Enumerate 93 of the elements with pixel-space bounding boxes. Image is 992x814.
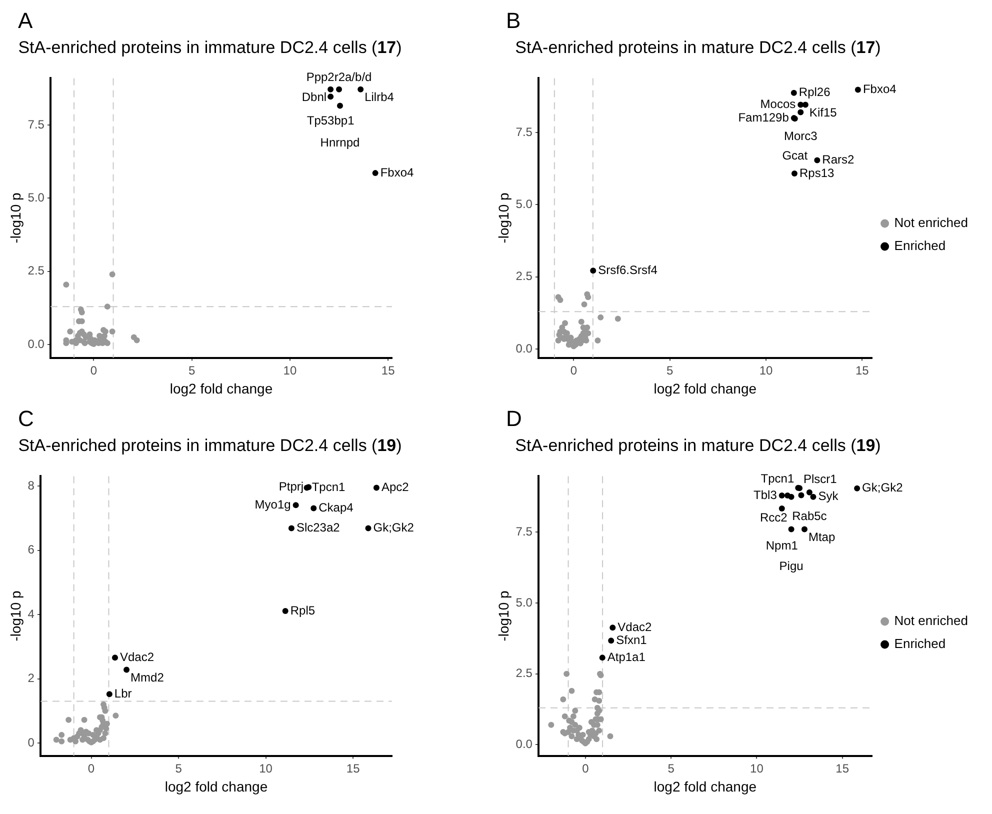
text: A	[18, 8, 33, 33]
y-tick-label: 5.0	[516, 595, 533, 610]
x-axis-title: log2 fold change	[654, 380, 757, 396]
annotation: Slc23a2	[296, 520, 340, 535]
chart-title: StA-enriched proteins in mature DC2.4 cells (17)	[515, 38, 881, 57]
annotation: Ckap4	[318, 500, 354, 515]
annotation: Gcat	[782, 148, 808, 162]
x-tick-label: 15	[346, 761, 360, 776]
y-tick-label: 0.0	[516, 341, 533, 356]
chart-title: StA-enriched proteins in mature DC2.4 cells (19)	[515, 436, 881, 455]
annotation: Tbl3	[754, 488, 778, 502]
annotation: Hnrnpd	[320, 136, 360, 150]
annotation: Atp1a1	[607, 650, 646, 664]
annotation: Ppp2r2a/b/d	[306, 70, 372, 84]
annotation: Dbnl	[302, 90, 327, 104]
x-tick-label: 0	[570, 363, 578, 378]
text: D	[506, 406, 522, 431]
y-tick-label: 0.0	[28, 336, 45, 351]
annotation: Rcc2	[760, 510, 788, 525]
annotation: Tp53bp1	[306, 113, 355, 128]
x-tick-label: 10	[259, 761, 273, 776]
annotation: Apc2	[381, 480, 410, 494]
y-axis-title: -log10 p	[7, 590, 24, 642]
y-tick-label: 2.5	[516, 666, 533, 680]
legend-label: Not enriched	[894, 613, 968, 628]
y-tick-label: 7.5	[516, 524, 533, 538]
legend-label: Enriched	[894, 636, 946, 652]
annotation: Rps13	[799, 166, 834, 180]
y-tick-label: 2	[28, 671, 35, 686]
x-axis-title: log2 fold change	[170, 380, 273, 396]
legend-label: Not enriched	[894, 215, 968, 230]
annotation: Gk;Gk2	[373, 520, 414, 535]
annotation: Ptprj	[278, 479, 304, 494]
x-tick-label: 0	[582, 761, 590, 776]
annotation: Npm1	[766, 538, 798, 552]
x-tick-label: 10	[750, 761, 764, 776]
x-tick-label: 5	[175, 761, 182, 776]
annotation: Vdac2	[618, 620, 652, 634]
annotation: Mmd2	[130, 670, 164, 685]
x-tick-label: 10	[759, 363, 774, 378]
y-tick-label: 7.5	[516, 124, 533, 139]
x-tick-label: 5	[668, 761, 675, 776]
annotation: Myo1g	[254, 497, 291, 512]
y-axis-title: -log10 p	[7, 192, 24, 244]
annotation: Syk	[818, 489, 840, 504]
annotation: Fam129b	[738, 110, 790, 124]
y-axis-title: -log10 p	[495, 590, 512, 642]
annotation: Tpcn1	[312, 480, 346, 494]
annotation: Gk;Gk2	[862, 480, 904, 495]
y-tick-label: 0.0	[516, 737, 533, 752]
x-tick-label: 5	[188, 363, 196, 378]
annotation: Pigu	[779, 559, 804, 574]
y-axis-title: -log10 p	[495, 192, 512, 244]
annotation: Mtap	[808, 530, 836, 544]
x-tick-label: 15	[836, 761, 850, 776]
x-tick-label: 15	[381, 363, 396, 378]
y-tick-label: 5.0	[516, 197, 533, 212]
annotation: Srsf6.Srsf4	[598, 262, 658, 277]
x-tick-label: 10	[283, 363, 297, 378]
y-tick-label: 2.5	[28, 264, 45, 278]
annotation: Rab5c	[792, 509, 827, 524]
chart-title: StA-enriched proteins in immature DC2.4 cells (17)	[18, 38, 402, 57]
annotation: Sfxn1	[616, 632, 648, 647]
text: B	[506, 8, 521, 33]
y-tick-label: 2.5	[516, 269, 533, 284]
annotation: Mocos	[760, 97, 796, 112]
x-tick-label: 0	[88, 761, 95, 776]
annotation: Kif15	[809, 106, 838, 120]
y-tick-label: 0	[28, 735, 35, 750]
annotation: Rpl5	[290, 603, 316, 618]
legend-label: Enriched	[894, 238, 946, 254]
annotation: Lilrb4	[364, 90, 394, 104]
annotation: Rars2	[822, 152, 855, 167]
x-tick-label: 15	[855, 363, 870, 378]
y-tick-label: 8	[28, 478, 35, 492]
text: C	[18, 406, 34, 431]
annotation: Morc3	[784, 129, 818, 144]
annotation: Rpl26	[798, 85, 831, 100]
annotation: Lbr	[114, 686, 132, 700]
x-axis-title: log2 fold change	[164, 778, 268, 794]
annotation: Tpcn1	[760, 472, 794, 486]
y-tick-label: 4	[28, 606, 35, 621]
y-tick-label: 6	[28, 542, 35, 557]
x-tick-label: 0	[90, 363, 98, 378]
x-axis-title: log2 fold change	[654, 778, 757, 794]
annotation: Plscr1	[804, 472, 838, 486]
y-tick-label: 7.5	[28, 117, 45, 132]
y-tick-label: 5.0	[28, 190, 45, 205]
annotation: Vdac2	[120, 650, 154, 664]
chart-title: StA-enriched proteins in immature DC2.4 cells (19)	[18, 436, 402, 455]
annotation: Fbxo4	[380, 165, 414, 180]
annotation: Fbxo4	[862, 82, 897, 96]
x-tick-label: 5	[666, 363, 674, 378]
